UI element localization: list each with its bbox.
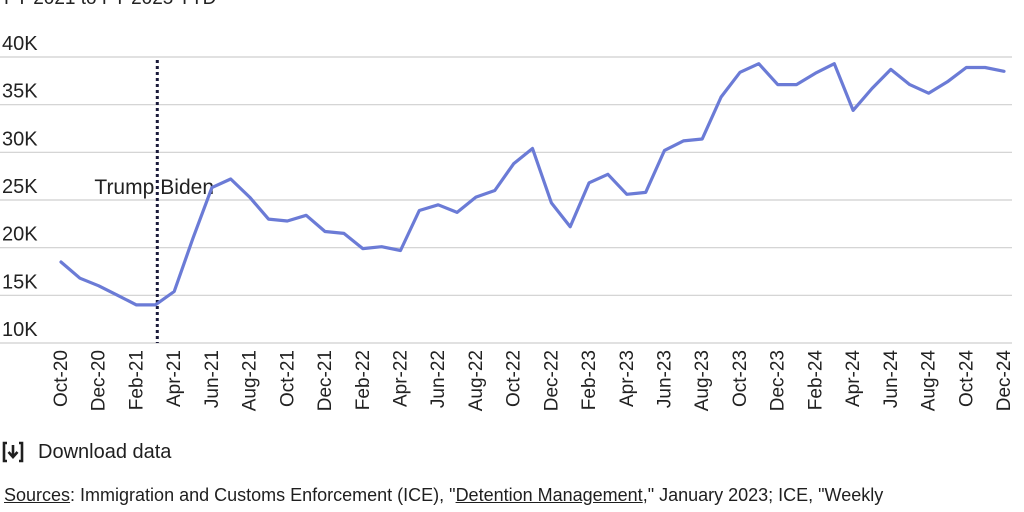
series-layer — [59, 62, 1006, 307]
x-tick-label: Dec-20 — [89, 350, 110, 411]
x-tick-label: Dec-22 — [541, 350, 562, 411]
x-tick-label: Dec-21 — [315, 350, 336, 411]
y-axis-ticks: 10K 15K 20K 25K 30K 35K 40K — [2, 33, 38, 341]
x-tick-label: Oct-22 — [504, 350, 525, 407]
divider-label-left: Trump — [94, 176, 154, 199]
x-tick-label: Apr-24 — [843, 350, 864, 407]
x-tick-label: Feb-23 — [579, 350, 600, 410]
sources-text-1: : Immigration and Customs Enforcement (I… — [70, 485, 456, 505]
x-tick-label: Jun-21 — [202, 350, 223, 408]
line-chart: 10K 15K 20K 25K 30K 35K 40K Oct-20 Dec-20 Feb-21… — [0, 33, 1015, 412]
x-tick-label: Oct-21 — [277, 350, 298, 407]
x-tick-label: Aug-22 — [466, 350, 487, 411]
x-tick-label: Aug-23 — [692, 350, 713, 411]
grid-lines — [0, 56, 1012, 344]
x-tick-label: Oct-24 — [956, 350, 977, 407]
y-tick-label: 20K — [2, 224, 38, 246]
x-tick-label: Jun-24 — [881, 350, 902, 409]
chart-subtitle: FY 2021 to FY 2025 YTD — [4, 0, 216, 10]
y-tick-label: 15K — [2, 271, 38, 293]
sources-text-2: ," January 2023; ICE, "Weekly — [642, 485, 884, 505]
x-tick-label: Oct-20 — [51, 350, 72, 407]
y-tick-label: 25K — [2, 176, 38, 198]
x-tick-label: Apr-22 — [390, 350, 411, 407]
download-icon — [2, 440, 24, 464]
x-tick-label: Aug-21 — [240, 350, 261, 411]
x-tick-label: Feb-22 — [353, 350, 374, 410]
x-tick-label: Feb-24 — [805, 350, 826, 411]
y-tick-label: 40K — [2, 33, 38, 55]
divider-label-right: Biden — [160, 176, 214, 199]
download-label: Download data — [38, 440, 172, 463]
sources-link[interactable]: Sources — [4, 485, 71, 505]
y-tick-label: 30K — [2, 128, 38, 150]
x-tick-label: Apr-21 — [164, 350, 185, 407]
x-tick-label: Apr-23 — [617, 350, 638, 407]
x-tick-label: Oct-23 — [730, 350, 751, 407]
series-line — [59, 62, 1006, 307]
sources-note: Sources: Immigration and Customs Enforce… — [4, 485, 883, 506]
x-tick-label: Aug-24 — [919, 350, 940, 412]
download-data-button[interactable]: Download data — [2, 440, 171, 464]
y-tick-label: 10K — [2, 319, 38, 341]
x-tick-label: Jun-23 — [655, 350, 676, 408]
x-axis-ticks: Oct-20 Dec-20 Feb-21 Apr-21 Jun-21 Aug-21 Oct-… — [51, 350, 1015, 412]
x-tick-label: Jun-22 — [428, 350, 449, 408]
x-tick-label: Dec-24 — [994, 350, 1015, 412]
x-tick-label: Feb-21 — [126, 350, 147, 410]
administration-divider: Trump Biden — [94, 60, 214, 343]
detention-management-link[interactable]: Detention Management — [455, 485, 643, 505]
x-tick-label: Dec-23 — [768, 350, 789, 411]
y-tick-label: 35K — [2, 81, 38, 103]
